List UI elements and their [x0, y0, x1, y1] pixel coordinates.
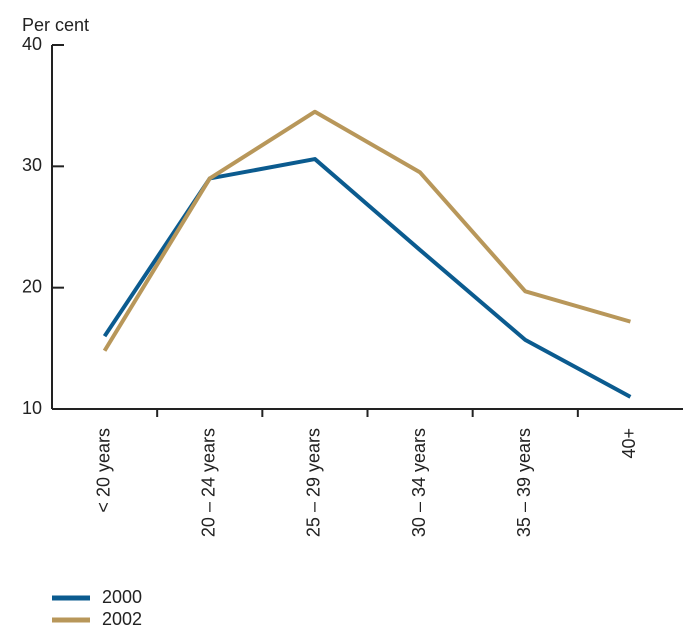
y-tick-label: 10: [22, 398, 42, 418]
y-tick-label: 40: [22, 34, 42, 54]
y-axis-label: Per cent: [22, 15, 89, 35]
x-tick-label: < 20 years: [93, 428, 113, 513]
x-tick-label: 25 – 29 years: [304, 428, 324, 537]
x-tick-label: 30 – 34 years: [409, 428, 429, 537]
x-tick-label: 35 – 39 years: [514, 428, 534, 537]
y-tick-label: 20: [22, 276, 42, 296]
y-tick-label: 30: [22, 155, 42, 175]
legend-label: 2000: [102, 587, 142, 607]
legend-label: 2002: [102, 609, 142, 627]
series-line: [102, 157, 632, 399]
x-tick-label: 40+: [619, 428, 639, 459]
x-tick-label: 20 – 24 years: [199, 428, 219, 537]
series-line: [102, 109, 631, 352]
